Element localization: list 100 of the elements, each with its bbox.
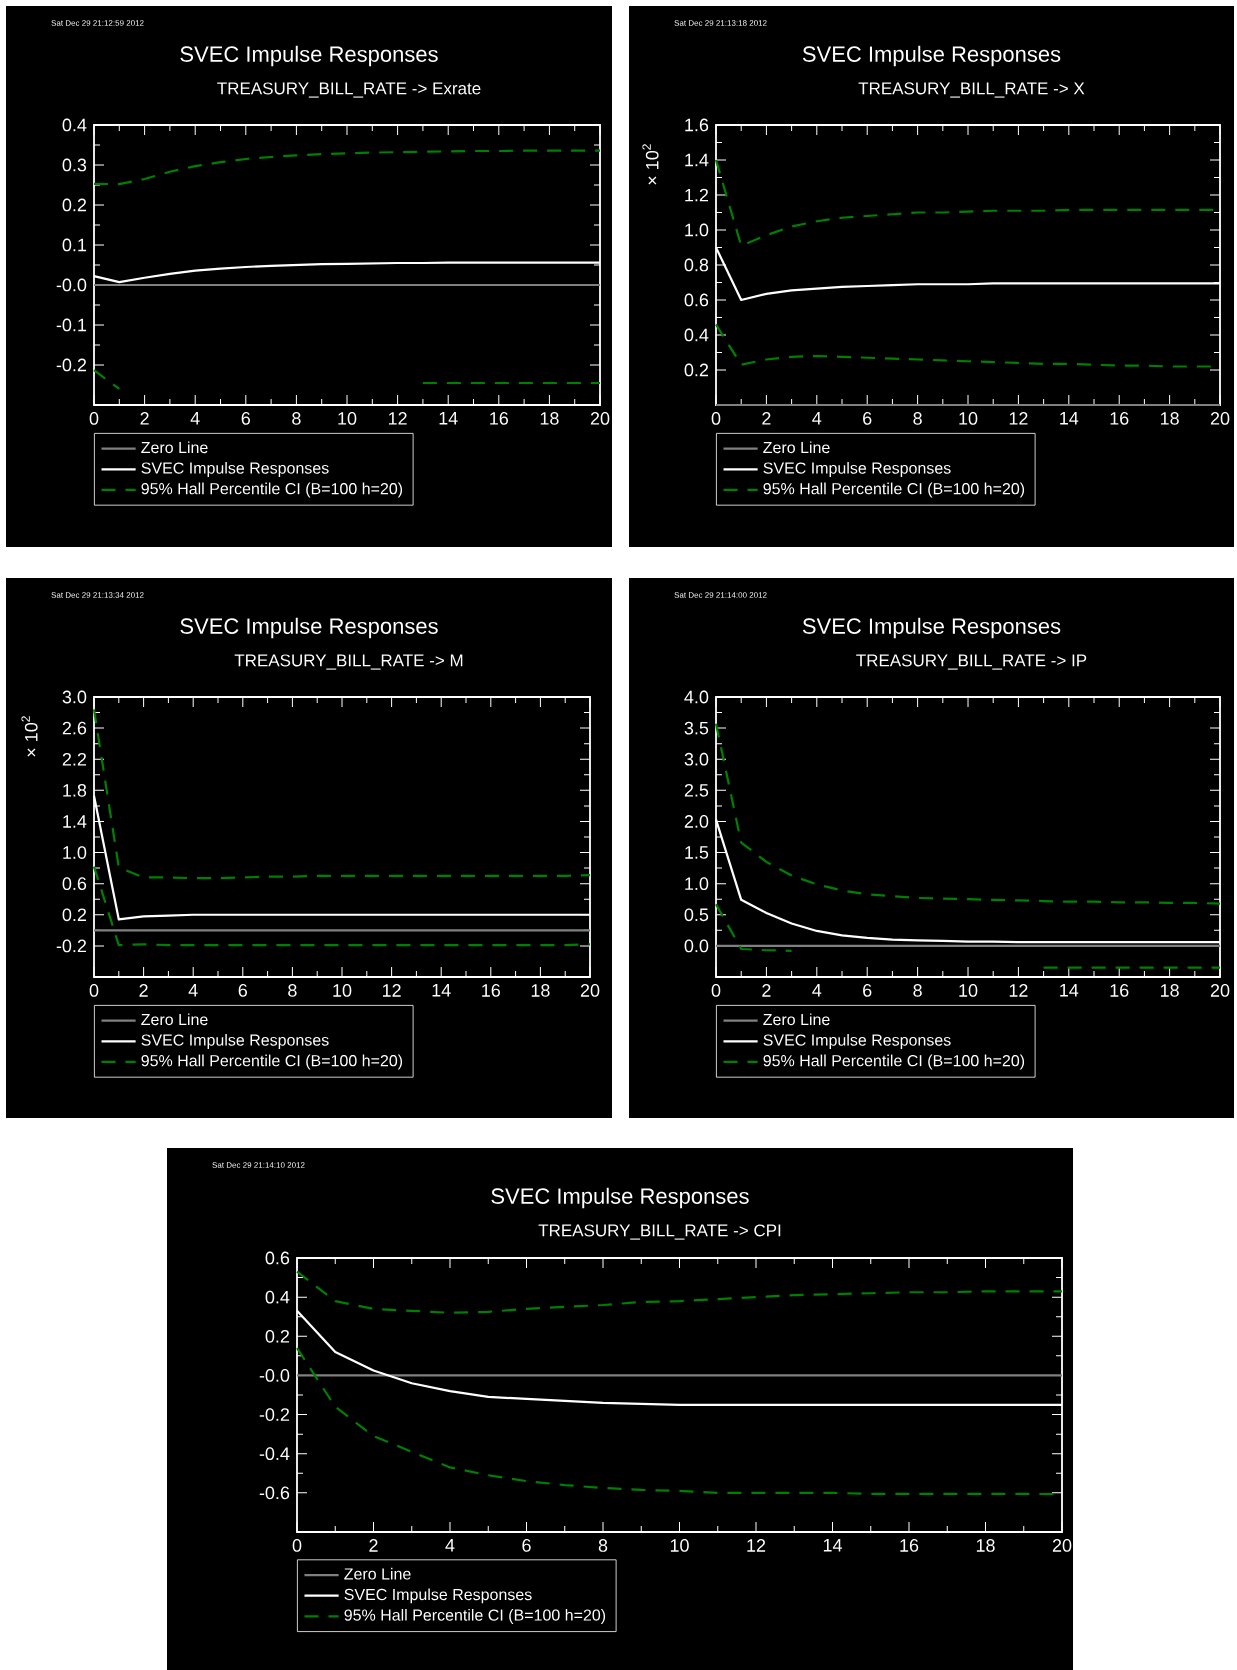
chart-subtitle: TREASURY_BILL_RATE -> M	[234, 654, 463, 670]
x-tick-label: 14	[823, 1539, 842, 1552]
x-tick-label: 16	[900, 1539, 919, 1552]
y-tick-label: 0.6	[684, 293, 709, 307]
text: Sat Dec 29 21:14:10 2012	[212, 1162, 305, 1168]
x-tick-label: 14	[439, 412, 458, 425]
legend-label: SVEC Impulse Responses	[141, 461, 329, 477]
x-tick-label: 4	[188, 984, 198, 997]
x-tick-label: 6	[863, 984, 872, 997]
y-tick-label: -0.6	[259, 1486, 290, 1500]
y-tick-label: -0.4	[259, 1447, 290, 1461]
y-tick-label: -0.2	[56, 358, 87, 372]
x-tick-label: 2	[140, 412, 149, 425]
legend-label: Zero Line	[763, 441, 830, 454]
x-tick-label: 10	[333, 984, 352, 997]
x-tick-label: 18	[531, 984, 550, 997]
x-tick-label: 0	[89, 984, 99, 997]
legend-label: 95% Hall Percentile CI (B=100 h=20)	[141, 482, 403, 498]
legend-label: SVEC Impulse Responses	[141, 1033, 329, 1049]
chart-subtitle: TREASURY_BILL_RATE -> IP	[856, 654, 1087, 670]
x-tick-label: 16	[1110, 984, 1129, 997]
y-tick-label: -0.0	[56, 278, 87, 292]
y-tick-label: -0.2	[259, 1408, 290, 1421]
x-tick-label: 6	[522, 1539, 531, 1552]
y-tick-label: 1.4	[685, 153, 709, 167]
legend-label: 95% Hall Percentile CI (B=100 h=20)	[344, 1608, 606, 1624]
y-tick-label: 0.6	[62, 877, 87, 891]
x-tick-label: 18	[540, 412, 559, 425]
chart-title: SVEC Impulse Responses	[180, 45, 438, 67]
y-tick-label: 0.8	[684, 258, 709, 272]
y-tick-label: 1.5	[685, 846, 709, 859]
y-tick-label: -0.2	[56, 939, 87, 953]
y-tick-label: 1.2	[685, 188, 709, 202]
x-tick-label: 4	[190, 412, 200, 425]
y-tick-label: 2.5	[684, 783, 709, 797]
x-tick-label: 6	[241, 412, 251, 425]
y-tick-label: 1.4	[63, 815, 87, 828]
x-tick-label: 12	[747, 1539, 766, 1552]
text: Sat Dec 29 21:14:00 2012	[674, 592, 767, 598]
x-tick-label: 18	[1160, 412, 1179, 425]
x-tick-label: 4	[445, 1539, 455, 1552]
x-tick-label: 16	[1110, 412, 1129, 425]
y-tick-label: 0.0	[684, 939, 709, 953]
chart-title: SVEC Impulse Responses	[491, 1187, 749, 1209]
legend-label: Zero Line	[141, 1013, 208, 1026]
x-tick-label: 6	[863, 412, 872, 425]
x-tick-label: 2	[762, 412, 771, 425]
legend-label: SVEC Impulse Responses	[763, 1033, 951, 1049]
y-tick-label: 1.8	[63, 783, 87, 797]
y-tick-label: 0.4	[265, 1290, 290, 1304]
y-tick-label: 1.0	[63, 846, 87, 859]
x-tick-label: 8	[292, 412, 301, 425]
chart-title: SVEC Impulse Responses	[180, 617, 438, 639]
x-tick-label: 0	[89, 412, 99, 425]
x-tick-label: 2	[762, 984, 771, 997]
x-tick-label: 10	[338, 412, 357, 425]
x-tick-label: 20	[1052, 1539, 1072, 1552]
x-tick-label: 20	[1210, 412, 1230, 425]
line-series	[714, 722, 1222, 905]
text: Sat Dec 29 21:13:34 2012	[51, 592, 144, 598]
x-tick-label: 4	[812, 412, 822, 425]
y-tick-label: 0.2	[62, 198, 87, 212]
x-tick-label: 8	[288, 984, 297, 997]
y-tick-label: 2.2	[62, 752, 87, 766]
y-tick-label: 0.4	[62, 118, 87, 132]
y-tick-label: 0.2	[265, 1329, 290, 1343]
x-tick-label: 20	[1210, 984, 1230, 997]
chart-subtitle: TREASURY_BILL_RATE -> CPI	[538, 1224, 781, 1240]
text: Sat Dec 29 21:12:59 2012	[51, 20, 144, 26]
x-tick-label: 8	[598, 1539, 608, 1552]
x-tick-label: 16	[490, 412, 509, 425]
y-tick-label: 0.2	[62, 908, 87, 922]
x-tick-label: 6	[238, 984, 248, 997]
legend-label: 95% Hall Percentile CI (B=100 h=20)	[763, 1054, 1025, 1070]
x-tick-label: 8	[913, 984, 922, 997]
y-tick-label: 3.0	[684, 752, 709, 766]
legend-label: SVEC Impulse Responses	[344, 1588, 532, 1604]
x-tick-label: 12	[382, 984, 401, 997]
x-tick-label: 12	[1009, 984, 1028, 997]
x-tick-label: 0	[711, 412, 721, 425]
y-tick-label: 0.3	[62, 158, 87, 172]
y-tick-label: 1.0	[685, 223, 709, 237]
chart-title: SVEC Impulse Responses	[802, 617, 1061, 639]
x-tick-label: 10	[959, 984, 978, 997]
x-tick-label: 0	[711, 984, 721, 997]
y-tick-label: 0.4	[684, 328, 709, 342]
x-tick-label: 14	[1060, 984, 1079, 997]
x-tick-label: 16	[482, 984, 501, 997]
chart-subtitle: TREASURY_BILL_RATE -> Exrate	[217, 82, 481, 98]
x-tick-label: 12	[388, 412, 407, 425]
y-tick-label: 1.6	[685, 118, 709, 132]
y-tick-label: 3.0	[62, 690, 87, 704]
legend-label: 95% Hall Percentile CI (B=100 h=20)	[141, 1054, 403, 1070]
x-tick-label: 0	[292, 1539, 302, 1552]
y-tick-label: 3.5	[684, 721, 709, 735]
y-tick-label: -0.1	[56, 318, 87, 332]
y-tick-label: 1.0	[685, 877, 709, 891]
legend-label: 95% Hall Percentile CI (B=100 h=20)	[763, 482, 1025, 498]
x-tick-label: 14	[1060, 412, 1079, 425]
x-tick-label: 14	[432, 984, 451, 997]
